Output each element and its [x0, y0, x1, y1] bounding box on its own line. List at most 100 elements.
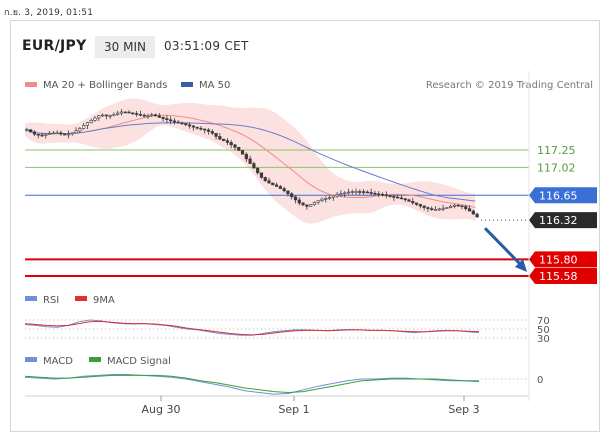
copyright-label: Research © 2019 Trading Central: [426, 80, 593, 91]
candle-body: [161, 117, 165, 119]
symbol-label: EUR/JPY: [22, 38, 87, 54]
candle-body: [229, 142, 233, 146]
candle-body: [407, 199, 411, 202]
candle-body: [388, 195, 392, 197]
candle-body: [32, 131, 37, 135]
candle-body: [452, 204, 457, 207]
candle-body: [116, 112, 120, 115]
candle-body: [437, 208, 441, 211]
price-tag-116.65: [529, 187, 597, 204]
candle-body: [309, 204, 313, 207]
candle-body: [441, 207, 445, 210]
ma50-legend-label: MA 50: [199, 80, 230, 91]
candle-body: [384, 194, 388, 197]
candle-body: [70, 132, 74, 135]
candle-body: [373, 192, 377, 195]
ma50-legend-swatch: [181, 82, 193, 87]
macd-zero-label: 0: [537, 375, 543, 386]
candle-body: [47, 133, 52, 135]
candle-body: [203, 128, 207, 131]
candle-body: [403, 198, 407, 201]
candle-body: [263, 177, 267, 182]
candle-body: [346, 191, 351, 194]
candle-body: [100, 114, 105, 117]
rsi-level-label-30: 30: [537, 334, 550, 345]
candle-body: [316, 200, 320, 203]
candle-body: [195, 126, 199, 129]
price-level-label-116.65: 116.65: [539, 189, 578, 202]
x-tick-label-1: Sep 1: [278, 403, 309, 416]
candle-body: [112, 113, 116, 116]
forecast-arrow-head: [515, 259, 527, 272]
candle-body: [259, 172, 264, 178]
candle-body: [320, 198, 324, 201]
candle-body: [305, 204, 309, 207]
candle-body: [142, 114, 146, 117]
candle-body: [471, 210, 475, 215]
candle-body: [467, 208, 472, 212]
chart-frame: EUR/JPY 30 MIN 03:51:09 CET MA 20 + Boll…: [10, 20, 600, 432]
candle-body: [380, 193, 385, 196]
candle-body: [74, 130, 78, 134]
candle-body: [135, 113, 139, 115]
candle-body: [343, 192, 347, 195]
candle-body: [199, 127, 203, 130]
candle-body: [89, 120, 93, 123]
candle-body: [358, 191, 362, 193]
candle-body: [377, 193, 381, 196]
candle-body: [187, 124, 192, 127]
candle-body: [331, 195, 335, 198]
candle-body: [335, 194, 339, 197]
timeframe-badge[interactable]: 30 MIN: [95, 36, 155, 58]
candle-body: [222, 138, 226, 141]
candle-body: [51, 132, 55, 135]
candle-body: [123, 111, 127, 114]
timestamp: ก.ย. 3, 2019, 01:51: [4, 8, 94, 18]
candle-body: [475, 213, 479, 218]
candle-body: [59, 132, 63, 135]
candle-body: [256, 167, 260, 174]
candle-body: [131, 112, 135, 115]
candle-body: [464, 206, 468, 209]
candle-body: [327, 197, 332, 199]
price-tag-115.80: [529, 251, 597, 268]
candle-body: [93, 117, 97, 121]
ma50-line: [24, 122, 476, 202]
candle-body: [214, 133, 218, 137]
candle-body: [206, 129, 211, 132]
price-tag-115.58: [529, 268, 597, 284]
candle-body: [365, 191, 369, 194]
candle-body: [169, 119, 173, 122]
candle-body: [396, 196, 400, 199]
candle-body: [63, 133, 67, 136]
x-tick-label-2: Sep 3: [448, 403, 479, 416]
candle-body: [172, 120, 177, 123]
candle-body: [456, 204, 460, 207]
candle-body: [150, 114, 154, 116]
macd-legend-swatch: [25, 357, 37, 362]
candle-body: [460, 205, 464, 208]
rsi-legend-swatch: [25, 296, 37, 301]
candle-body: [290, 193, 294, 198]
candle-body: [25, 129, 29, 131]
candle-body: [449, 206, 453, 208]
candle-body: [237, 147, 241, 151]
candle-body: [44, 134, 48, 136]
candle-body: [274, 184, 279, 187]
price-level-label-115.80: 115.80: [539, 253, 578, 266]
candle-body: [418, 204, 422, 207]
ma20-legend-label: MA 20 + Bollinger Bands: [43, 80, 167, 91]
candle-body: [267, 180, 271, 184]
rsi-ma-legend-swatch: [75, 296, 87, 301]
candle-body: [85, 122, 90, 126]
macd-signal-legend-label: MACD Signal: [107, 356, 171, 367]
price-level-label-116.32: 116.32: [539, 214, 578, 227]
candle-body: [153, 114, 158, 117]
candle-body: [350, 191, 354, 193]
candle-body: [127, 111, 131, 114]
x-tick-label-0: Aug 30: [142, 403, 181, 416]
candle-body: [66, 133, 71, 136]
candle-body: [301, 202, 305, 206]
chart-header: EUR/JPY 30 MIN 03:51:09 CET: [11, 21, 599, 71]
candle-body: [252, 163, 256, 169]
